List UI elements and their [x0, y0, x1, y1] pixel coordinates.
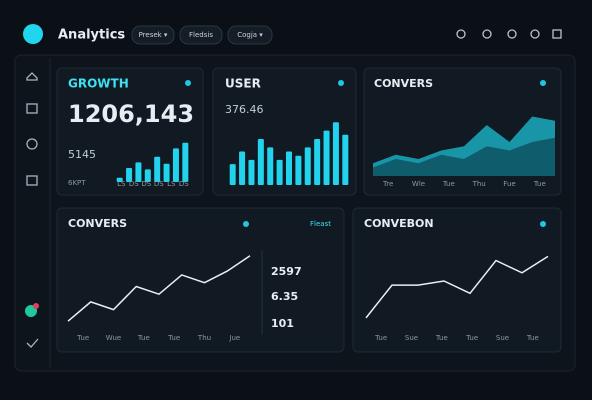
x-tick-label: DS — [179, 180, 189, 188]
bar — [182, 142, 189, 182]
x-tick-label: Tue — [374, 334, 387, 342]
x-tick-label: DS — [141, 180, 151, 188]
area — [373, 137, 555, 176]
bar — [144, 169, 151, 182]
bar — [295, 155, 302, 185]
bar — [323, 130, 330, 185]
bar — [239, 151, 246, 185]
x-tick-label: Tue — [167, 334, 180, 342]
stat-value: 101 — [271, 317, 294, 330]
x-tick-label: Tue — [465, 334, 478, 342]
card-title: CONVEBON — [364, 217, 434, 230]
x-tick-label: Jue — [228, 334, 240, 342]
list-icon[interactable] — [26, 175, 38, 186]
bar — [229, 164, 236, 185]
card-icon[interactable] — [243, 221, 249, 227]
search-icon[interactable] — [456, 29, 466, 39]
link-icon[interactable] — [530, 29, 540, 39]
x-tick-label: Sue — [496, 334, 509, 342]
x-tick-label: Sue — [405, 334, 418, 342]
x-tick-label: DS — [154, 180, 164, 188]
x-tick-label: Tre — [382, 180, 393, 188]
bar — [257, 138, 264, 185]
x-tick-label: Thu — [197, 334, 211, 342]
card-subvalue: 5145 — [68, 148, 96, 161]
x-tick-label: Tue — [533, 180, 546, 188]
line — [365, 255, 549, 319]
bar — [248, 159, 255, 185]
x-tick-label: Tue — [435, 334, 448, 342]
card — [56, 207, 345, 353]
x-tick-label: Wle — [412, 180, 425, 188]
x-tick-label: Thu — [472, 180, 486, 188]
bar — [267, 147, 274, 185]
x-tick-label: Tue — [526, 334, 539, 342]
filter-button[interactable] — [131, 25, 175, 45]
logo[interactable] — [23, 24, 43, 44]
x-tick-label: DS — [129, 180, 139, 188]
stat-value: 6.35 — [271, 290, 298, 303]
x-tick-label: LS — [167, 180, 176, 188]
bar — [276, 159, 283, 185]
line — [67, 255, 251, 322]
bar — [332, 122, 339, 185]
x-tick-label: LS — [117, 180, 126, 188]
bar — [163, 163, 170, 182]
stat-value: 2597 — [271, 265, 302, 278]
bar — [154, 156, 161, 182]
bar — [285, 151, 293, 185]
check-icon[interactable] — [26, 338, 39, 348]
bar — [304, 147, 311, 185]
card-icon[interactable] — [540, 221, 546, 227]
card — [352, 207, 562, 353]
bar — [135, 162, 142, 182]
bar — [126, 168, 133, 182]
card-icon[interactable] — [185, 80, 191, 86]
card-title: CONVERS — [68, 217, 127, 230]
bar — [172, 148, 179, 182]
filter-button[interactable] — [227, 25, 273, 45]
chat-icon[interactable] — [482, 29, 492, 39]
filter-button[interactable] — [179, 25, 223, 45]
filter-label: Fledsis — [189, 31, 213, 39]
home-icon[interactable] — [26, 72, 38, 81]
filter-label: Cogja ▾ — [237, 31, 263, 39]
bar — [116, 177, 123, 182]
card — [56, 67, 204, 196]
grid-icon[interactable] — [26, 103, 38, 114]
settings-icon[interactable] — [552, 29, 562, 39]
x-tick-label: Tue — [442, 180, 455, 188]
app-title: Analytics — [58, 28, 125, 43]
chart-icon[interactable] — [26, 138, 38, 150]
card-title: USER — [225, 77, 261, 91]
card-value: 1206,143 — [68, 100, 194, 128]
card-caption: 6KPT — [68, 179, 86, 187]
filter-label: Presek ▾ — [139, 31, 168, 39]
card-button[interactable]: Fleast — [310, 220, 331, 228]
card-value: 376.46 — [225, 103, 264, 116]
x-tick-label: Tue — [76, 334, 89, 342]
card-icon[interactable] — [338, 80, 344, 86]
x-tick-label: Tue — [137, 334, 150, 342]
card-icon[interactable] — [540, 80, 546, 86]
notification-dot — [33, 303, 39, 309]
card-title: GROWTH — [68, 77, 129, 91]
search-icon[interactable] — [507, 29, 517, 39]
x-tick-label: Fue — [503, 180, 515, 188]
x-tick-label: Wue — [106, 334, 121, 342]
card-title: CONVERS — [374, 77, 433, 90]
bar — [342, 134, 349, 185]
bar — [314, 138, 321, 185]
